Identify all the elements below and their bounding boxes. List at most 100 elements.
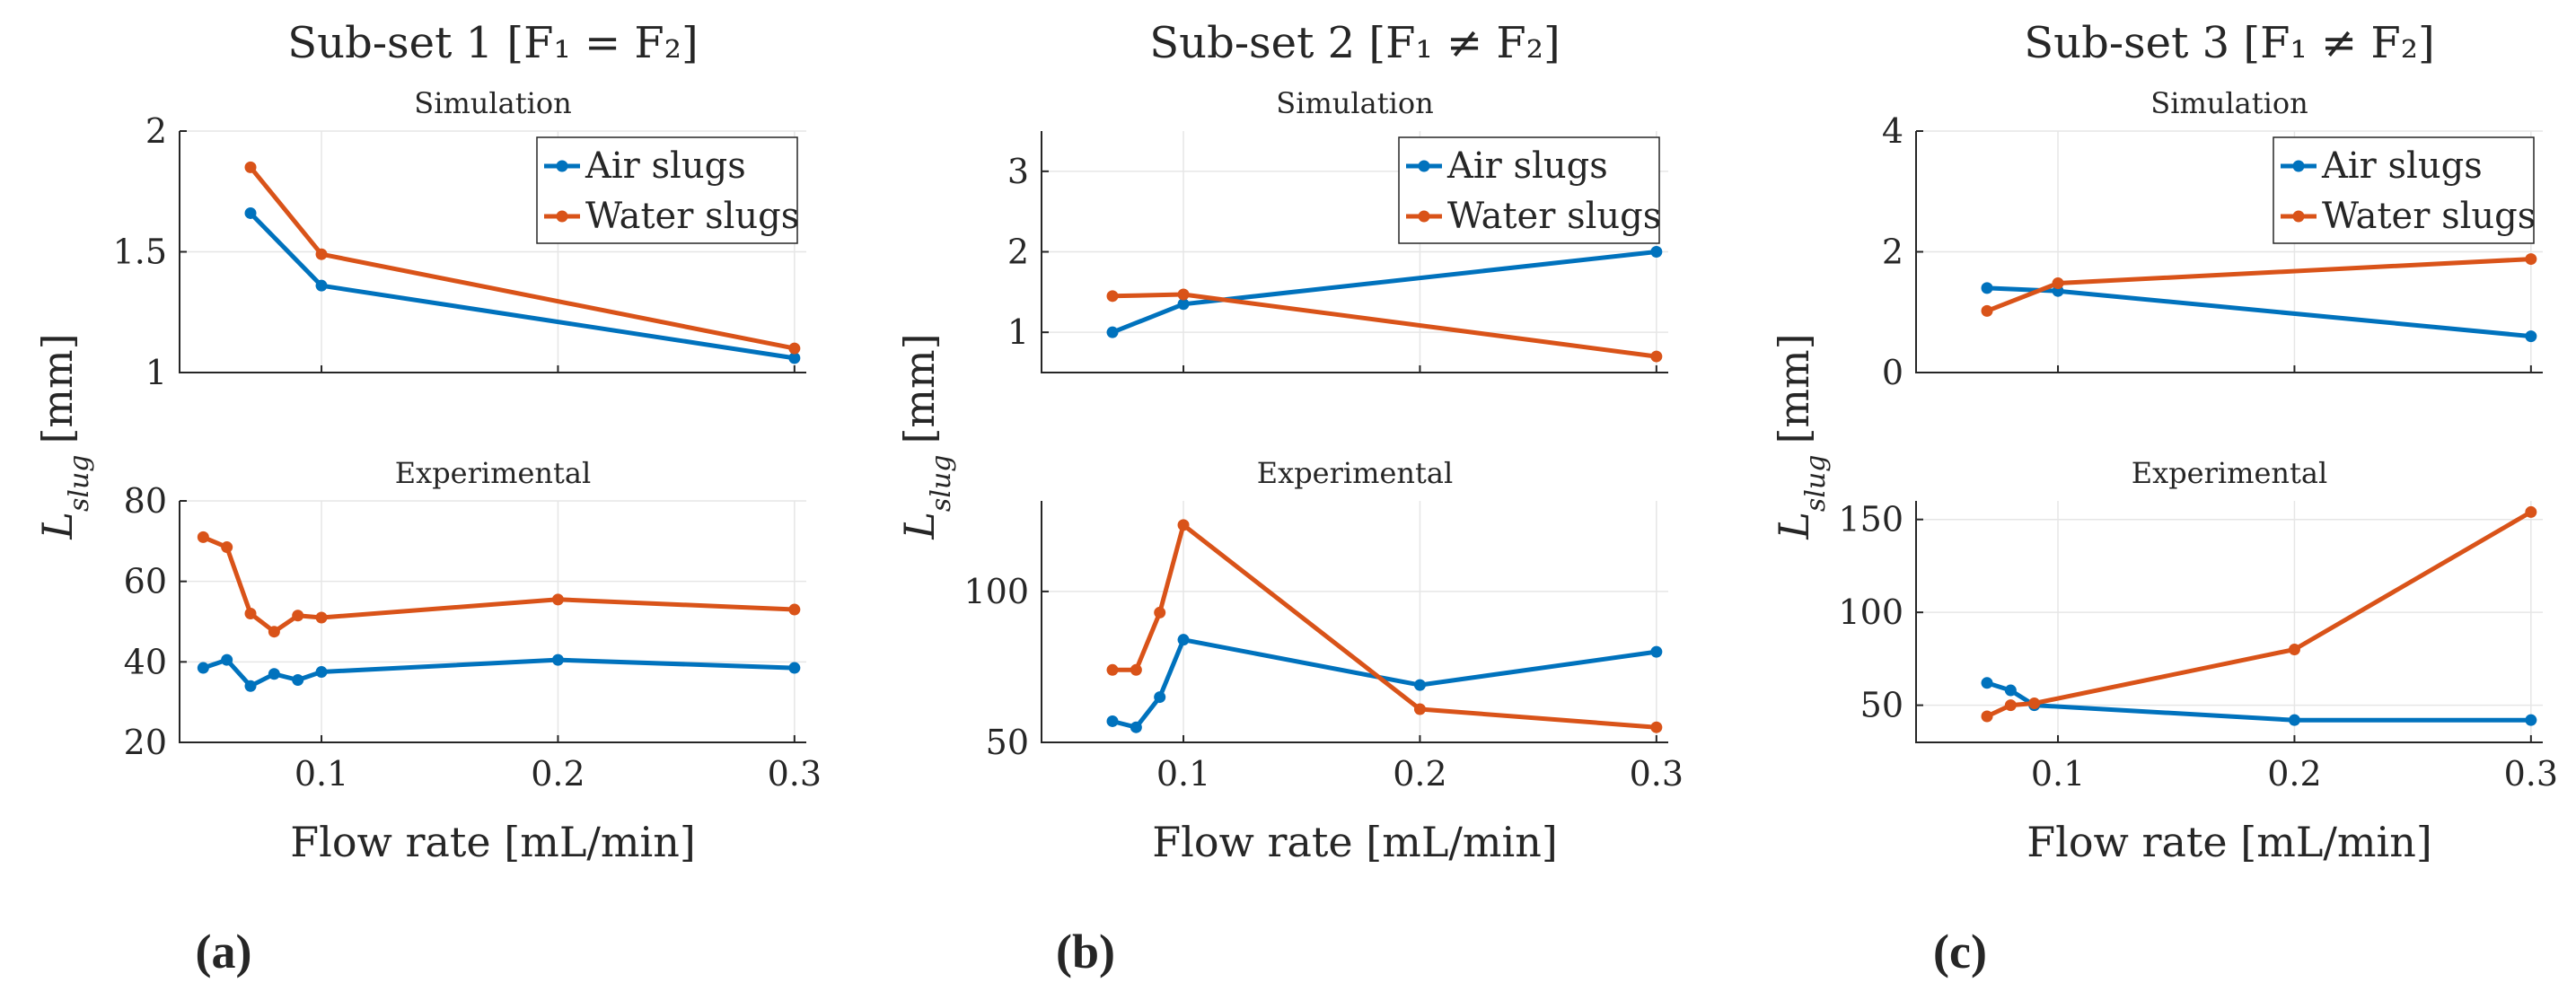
subplot-title: Simulation xyxy=(414,86,571,120)
subplot-title: Simulation xyxy=(2150,86,2308,120)
water-data-point xyxy=(1413,703,1426,715)
air-data-point xyxy=(1154,691,1166,704)
y-tick-label: 4 xyxy=(1882,111,1903,151)
y-tick-label: 60 xyxy=(124,562,167,601)
air-data-point xyxy=(788,662,801,674)
legend: Air slugs Water slugs xyxy=(2273,136,2536,244)
water-data-point xyxy=(244,161,257,173)
simulation-subplot: 0 2 4 Simulation Air slugs Water slugs xyxy=(1882,86,2543,392)
air-data-point xyxy=(244,680,257,692)
y-tick-label: 0 xyxy=(1882,353,1903,392)
water-legend-label: Water slugs xyxy=(2322,196,2536,237)
subplot-title: Simulation xyxy=(1276,86,1433,120)
y-tick-label: 2 xyxy=(1007,232,1029,272)
y-tick-label: 50 xyxy=(1860,686,1903,725)
water-data-point xyxy=(551,593,564,606)
air-data-point xyxy=(1981,677,1993,689)
water-legend-label: Water slugs xyxy=(1447,196,1661,237)
panel-2: Sub-set 2 [F₁ ≠ F₂] (b) 1 2 3 Simulation Air s… xyxy=(895,18,1684,978)
subplot-title: Experimental xyxy=(395,456,591,490)
air-data-point xyxy=(315,666,328,679)
water-legend-marker xyxy=(1418,210,1430,223)
x-tick-label: 0.2 xyxy=(531,754,585,794)
water-data-point xyxy=(292,610,304,622)
water-data-point xyxy=(1650,350,1663,363)
air-data-point xyxy=(1413,679,1426,691)
water-data-point xyxy=(2004,699,2017,712)
air-data-point xyxy=(315,279,328,292)
water-data-point xyxy=(268,626,280,638)
panel-3: Sub-set 3 [F₁ ≠ F₂] (c) 0 2 4 Simulation Air s… xyxy=(1770,18,2558,978)
air-legend-label: Air slugs xyxy=(1446,145,1608,187)
air-data-point xyxy=(1650,645,1663,658)
water-data-point xyxy=(788,603,801,616)
x-tick-label: 0.1 xyxy=(1156,754,1210,794)
water-data-point xyxy=(1177,519,1190,531)
air-data-point xyxy=(1106,326,1119,338)
water-data-point xyxy=(2052,276,2064,289)
y-axis-label: Lslug[mm] xyxy=(33,333,95,539)
y-tick-label: 3 xyxy=(1007,152,1029,191)
y-tick-label: 80 xyxy=(124,481,167,521)
air-data-point xyxy=(268,668,280,680)
axes-frame xyxy=(1041,131,1668,373)
legend-box xyxy=(2273,136,2535,244)
y-axis-label: Lslug[mm] xyxy=(895,333,957,539)
air-legend-label: Air slugs xyxy=(585,145,746,187)
y-tick-label: 1 xyxy=(145,353,167,392)
x-axis-label: Flow rate [mL/min] xyxy=(290,818,696,866)
y-tick-label: 150 xyxy=(1838,500,1903,539)
water-data-point xyxy=(1177,288,1190,301)
air-data-point xyxy=(2525,330,2537,343)
x-tick-label: 0.3 xyxy=(2504,754,2558,794)
panel-label: (c) xyxy=(1933,925,1987,978)
y-axis-label: Lslug[mm] xyxy=(1770,333,1832,539)
x-tick-label: 0.3 xyxy=(1630,754,1684,794)
panel-label: (a) xyxy=(196,925,252,978)
legend: Air slugs Water slugs xyxy=(536,136,799,244)
y-tick-label: 1 xyxy=(1007,312,1029,352)
axes-frame xyxy=(1915,501,2543,743)
water-data-point xyxy=(2028,697,2041,710)
air-legend-marker xyxy=(556,160,568,172)
y-tick-label: 100 xyxy=(1838,592,1903,632)
air-data-point xyxy=(1177,634,1190,646)
x-tick-label: 0.3 xyxy=(768,754,822,794)
air-data-point xyxy=(197,662,209,674)
water-data-point xyxy=(197,531,209,543)
x-axis-label: Flow rate [mL/min] xyxy=(1152,818,1558,866)
legend-box xyxy=(536,136,798,244)
air-series-line xyxy=(1986,285,2532,339)
water-data-point xyxy=(1106,663,1119,676)
panel-label: (b) xyxy=(1056,925,1115,978)
air-data-point xyxy=(1981,282,1993,294)
water-data-point xyxy=(315,611,328,624)
air-data-point xyxy=(2004,684,2017,697)
x-axis-label: Flow rate [mL/min] xyxy=(2027,818,2432,866)
subplot-title: Experimental xyxy=(2132,456,2327,490)
air-legend-marker xyxy=(2292,160,2305,172)
subplot-title: Experimental xyxy=(1257,456,1453,490)
water-series-line xyxy=(1986,257,2531,313)
air-data-point xyxy=(1130,721,1142,733)
water-series-line xyxy=(1112,522,1657,730)
y-tick-label: 50 xyxy=(986,723,1029,762)
y-tick-label: 40 xyxy=(124,642,167,681)
x-tick-label: 0.1 xyxy=(295,754,348,794)
experimental-subplot: 50 100 150 0.1 0.2 0.3 Experimental xyxy=(1838,456,2558,794)
water-data-point xyxy=(315,248,328,260)
air-data-point xyxy=(2288,714,2300,726)
y-tick-label: 1.5 xyxy=(113,232,167,272)
water-legend-label: Water slugs xyxy=(585,196,799,237)
panel-title: Sub-set 1 [F₁ = F₂] xyxy=(287,18,698,68)
air-data-point xyxy=(1650,246,1663,258)
water-data-point xyxy=(2288,644,2300,656)
water-data-point xyxy=(1106,290,1119,303)
experimental-subplot: 20 40 60 80 0.1 0.2 0.3 Experimental xyxy=(124,456,822,794)
air-data-point xyxy=(1177,298,1190,311)
water-data-point xyxy=(1130,663,1142,676)
air-data-point xyxy=(788,352,801,364)
water-legend-marker xyxy=(556,210,568,223)
y-tick-label: 100 xyxy=(963,572,1029,611)
